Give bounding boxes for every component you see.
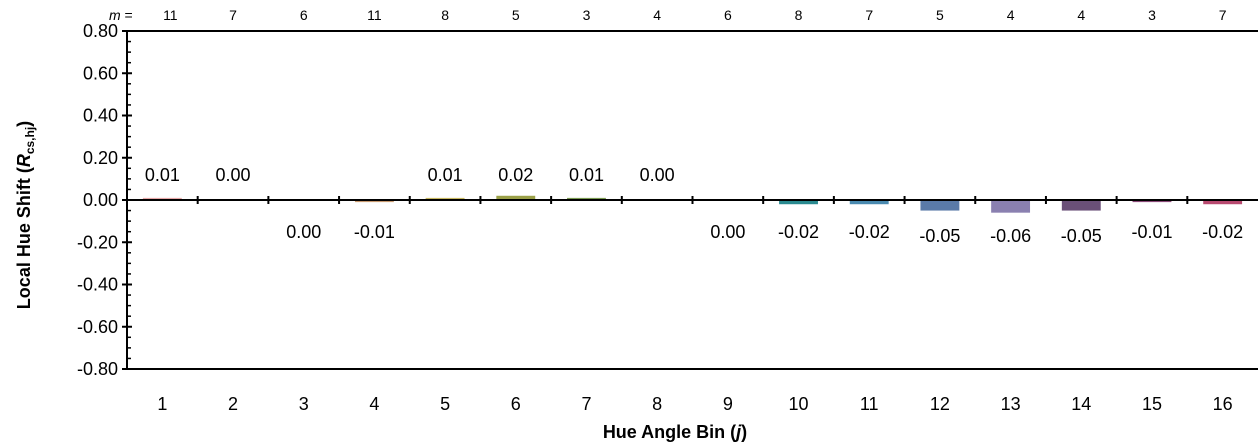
bar-bin-10 [779,200,818,205]
m-counts-layer: m = 11 7 6 11 8 5 3 4 6 8 7 5 4 4 3 7 [109,7,1227,23]
m-count-bin-10: 8 [795,7,803,23]
m-count-bin-4: 11 [367,7,382,23]
data-label-bin-7: 0.01 [569,165,604,185]
data-label-bin-13: -0.06 [990,226,1031,246]
bar-bin-15 [1132,200,1172,203]
bar-bin-4 [354,200,394,203]
x-tick-label: 2 [228,394,238,414]
x-category-layer: 1 2 3 4 5 6 7 8 9 10 11 12 13 14 15 16 [157,394,1232,414]
x-axis-title: Hue Angle Bin (j) [603,422,747,442]
m-count-bin-1: 11 [163,7,178,23]
data-label-bin-1: 0.01 [145,165,180,185]
m-count-bin-6: 5 [512,7,520,23]
m-count-bin-11: 7 [865,7,873,23]
m-prefix-label: m = [109,7,133,23]
y-tick-label: -0.80 [77,359,118,379]
y-axis-title: Local Hue Shift (Rcs,hj) [14,121,37,309]
m-count-bin-7: 3 [583,7,591,23]
x-tick-label: 13 [1001,394,1021,414]
data-label-bin-11: -0.02 [849,222,890,242]
data-label-bin-16: -0.02 [1202,222,1243,242]
y-tick-label: 0.20 [83,148,118,168]
bar-bin-13 [991,200,1031,213]
data-label-bin-12: -0.05 [919,226,960,246]
bar-bin-5 [425,197,465,200]
y-tick-layer: 0.80 0.60 0.40 0.20 0.00 -0.20 -0.40 -0.60 -0.80 [77,21,1189,379]
x-tick-label: 5 [440,394,450,414]
bar-bin-16 [1203,200,1243,205]
data-label-bin-3: 0.00 [286,222,321,242]
x-tick-label: 1 [157,394,167,414]
m-count-bin-9: 6 [724,7,732,23]
data-labels-layer: 0.01 0.00 0.00 -0.01 0.01 0.02 0.01 0.00 0.00 -0.… [145,165,1243,246]
x-tick-label: 9 [723,394,733,414]
x-tick-label: 16 [1213,394,1233,414]
x-tick-label: 14 [1071,394,1091,414]
m-count-bin-14: 4 [1077,7,1085,23]
bar-bin-7 [567,197,606,200]
m-count-bin-12: 5 [936,7,944,23]
data-label-bin-5: 0.01 [428,165,463,185]
data-label-bin-8: 0.00 [640,165,675,185]
bar-bin-1 [142,197,182,200]
bar-bin-12 [920,200,960,211]
data-label-bin-4: -0.01 [354,222,395,242]
y-tick-label: -0.60 [77,317,118,337]
x-tick-label: 6 [511,394,521,414]
m-count-bin-5: 8 [441,7,449,23]
data-label-bin-2: 0.00 [216,165,251,185]
m-count-bin-15: 3 [1148,7,1156,23]
x-tick-label: 3 [299,394,309,414]
data-label-bin-15: -0.01 [1131,222,1172,242]
x-tick-label: 4 [369,394,379,414]
data-label-bin-6: 0.02 [498,165,533,185]
m-count-bin-2: 7 [229,7,237,23]
x-tick-label: 12 [930,394,950,414]
x-tick-label: 8 [652,394,662,414]
bar-bin-14 [1061,200,1101,211]
y-tick-label: -0.20 [77,232,118,252]
m-count-bin-3: 6 [300,7,308,23]
y-tick-label: 0.00 [83,190,118,210]
y-tick-label: 0.80 [83,21,118,41]
y-tick-label: 0.60 [83,63,118,83]
m-count-bin-8: 4 [653,7,661,23]
m-count-bin-16: 7 [1219,7,1227,23]
data-label-bin-14: -0.05 [1061,226,1102,246]
bar-bin-11 [849,200,889,205]
bar-bin-6 [496,195,536,200]
data-label-bin-9: 0.00 [710,222,745,242]
x-tick-label: 7 [581,394,591,414]
y-tick-label: 0.40 [83,106,118,126]
x-tick-label: 10 [789,394,809,414]
x-tick-label: 11 [860,394,879,414]
x-tick-label: 15 [1142,394,1162,414]
y-tick-label: -0.40 [77,275,118,295]
data-label-bin-10: -0.02 [778,222,819,242]
m-count-bin-13: 4 [1007,7,1015,23]
